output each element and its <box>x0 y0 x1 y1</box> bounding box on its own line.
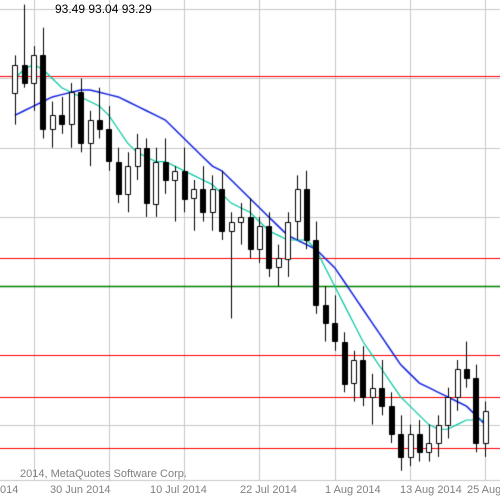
x-tick-label: 10 Jul 2014 <box>150 484 207 496</box>
x-tick-label: 25 Aug 2014 <box>467 484 500 496</box>
copyright-label: 2014, MetaQuotes Software Corp. <box>20 468 187 480</box>
price-chart <box>0 0 500 500</box>
x-tick-label: 1 Aug 2014 <box>325 484 381 496</box>
x-tick-label: 30 Jun 2014 <box>50 484 111 496</box>
x-axis-labels: 014 30 Jun 2014 10 Jul 2014 22 Jul 2014 1 Au… <box>0 484 500 498</box>
x-tick-label: 014 <box>0 484 18 496</box>
x-tick-label: 22 Jul 2014 <box>240 484 297 496</box>
x-tick-label: 13 Aug 2014 <box>400 484 462 496</box>
ohlc-readout: 93.49 93.04 93.29 <box>55 2 152 16</box>
